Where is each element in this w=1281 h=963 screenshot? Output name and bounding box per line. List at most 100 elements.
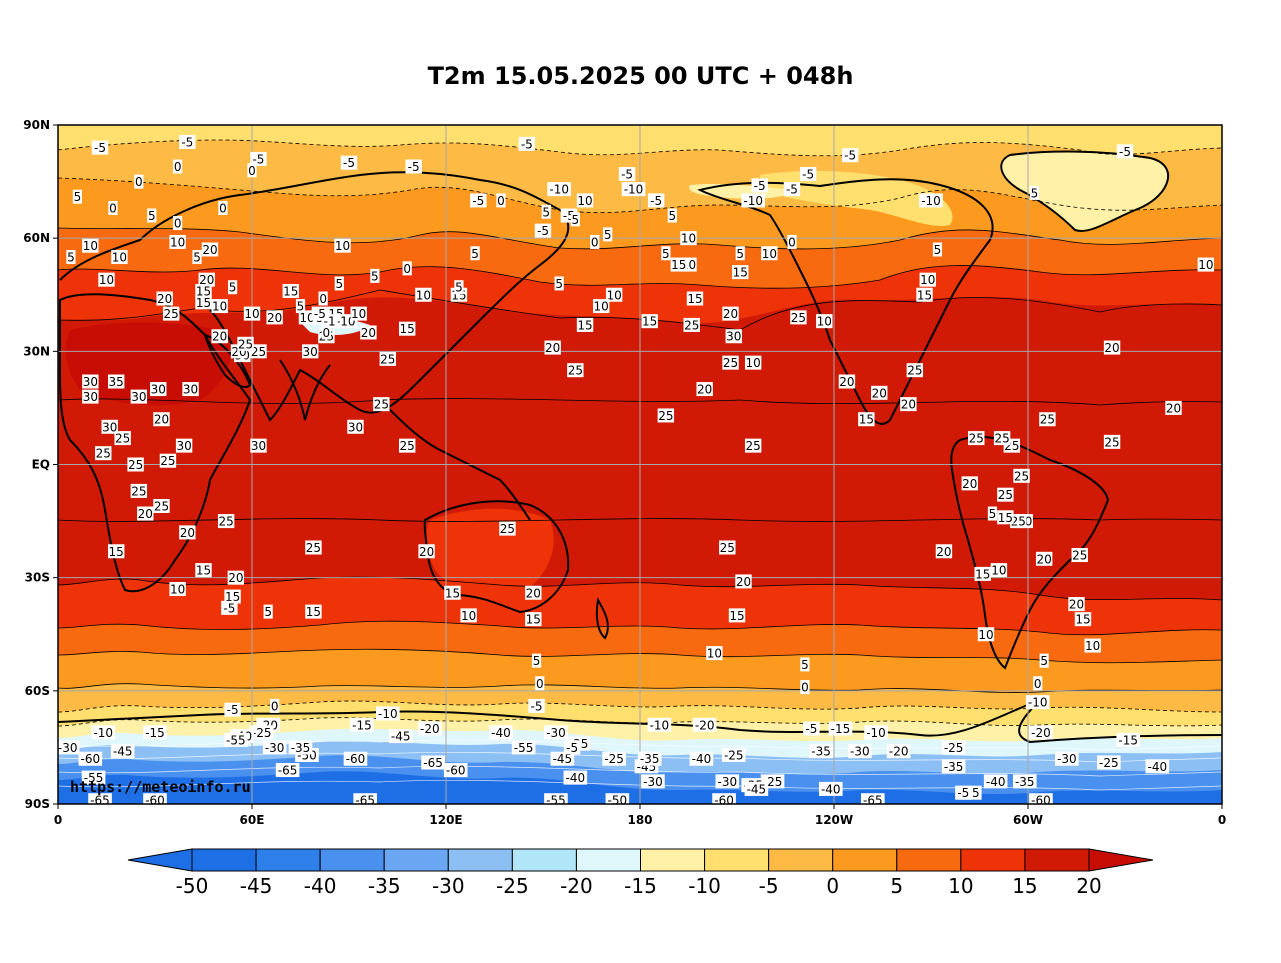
contour-label-bg (218, 200, 228, 215)
contour-label: 15 (525, 612, 542, 627)
contour-label: 15 (916, 287, 933, 302)
contour-label-text: 25 (723, 356, 738, 370)
contour-label: -25 (721, 747, 746, 762)
contour-label: -5 (751, 178, 768, 193)
contour-label: 20 (266, 310, 283, 325)
contour-label: -15 (143, 725, 167, 740)
contour-label: 20 (137, 506, 154, 521)
contour-label-bg (715, 774, 740, 789)
contour-label: -30 (715, 774, 740, 789)
contour-label-bg (192, 250, 202, 265)
contour-label: 5 (147, 208, 157, 223)
contour-label-text: 20 (901, 398, 916, 412)
contour-label-text: 5 (801, 658, 809, 672)
contour-label-text: 15 (445, 586, 460, 600)
contour-label: -5 (518, 136, 536, 151)
contour-label: -30 (641, 774, 665, 789)
contour-label-bg (968, 431, 985, 446)
contour-label: 5 (531, 653, 542, 668)
contour-label-text: -30 (265, 741, 285, 755)
contour-label-bg (647, 193, 665, 208)
contour-label-bg (816, 314, 833, 329)
contour-label: 20 (201, 242, 219, 257)
colorbar-segment (768, 848, 834, 872)
colorbar-segment (832, 848, 898, 872)
contour-label-bg (990, 563, 1008, 578)
contour-label-bg (288, 740, 313, 755)
contour-label-text: 15 (526, 613, 541, 627)
lat-tick-label: 90N (23, 118, 50, 132)
contour-label-text: 10 (1085, 639, 1100, 653)
contour-label-text: -10 (650, 718, 670, 732)
contour-label-text: -20 (420, 722, 440, 736)
contour-label-bg (722, 355, 739, 370)
temperature-map[interactable]: -5 -5-5-5-5-5 -50050500-51051010101050-5-1… (56, 125, 1222, 808)
contour-label-bg (81, 770, 106, 785)
contour-label: 10 (82, 238, 99, 253)
contour-label-bg (496, 193, 506, 208)
contour-label: 20 (722, 306, 739, 321)
contour-label-bg (221, 600, 238, 615)
contour-label-text: 25 (128, 458, 143, 472)
contour-label-bg (58, 740, 80, 755)
contour-label-text: 10 (299, 311, 314, 325)
contour-label: 0 (535, 676, 545, 691)
contour-label: -60 (712, 793, 736, 804)
lat-tick-label: 60N (23, 231, 50, 245)
contour-label-text: -25 (604, 752, 624, 766)
contour-label: 25 (130, 483, 148, 498)
contour-label-bg (511, 740, 536, 755)
contour-label-text: 25 (658, 409, 673, 423)
contour-label: -30 (262, 740, 287, 755)
contour-label-text: 5 (471, 247, 479, 261)
contour-label-text: -5 (531, 699, 543, 713)
contour-label-bg (305, 540, 322, 555)
contour-label: 20 (871, 385, 888, 400)
contour-label: 15 (305, 604, 322, 619)
contour-label-bg (211, 329, 228, 344)
contour-label: 0 (318, 291, 328, 306)
contour-label-bg (722, 306, 739, 321)
contour-label-bg (525, 585, 542, 600)
contour-label: 25 (790, 310, 807, 325)
contour-label: 0 (787, 234, 797, 249)
lon-tick-label: 0 (1218, 813, 1226, 827)
contour-label: 15 (732, 265, 749, 280)
contour-label-text: 35 (109, 375, 124, 389)
contour-label: 10 (816, 314, 833, 329)
contour-label-text: -5 (786, 183, 798, 197)
contour-label: 10 (334, 238, 351, 253)
contour-label-text: 20 (697, 383, 712, 397)
colorbar-tick-label: 20 (1076, 874, 1101, 898)
contour-label-text: 15 (671, 258, 686, 272)
contour-label-text: 10 (112, 251, 127, 265)
contour-label-bg (1116, 144, 1134, 159)
contour-label-text: 20 (199, 273, 214, 287)
colorbar-segment (447, 848, 513, 872)
contour-label-text: 25 (380, 352, 395, 366)
contour-label: 15 (444, 585, 461, 600)
contour-label-bg (266, 310, 283, 325)
contour-label-text: 20 (228, 571, 243, 585)
contour-label-text: 15 (577, 318, 592, 332)
contour-label-text: -65 (278, 764, 298, 778)
contour-label-text: 5 (229, 281, 237, 295)
contour-label: 15 (686, 291, 704, 306)
contour-label-bg (262, 740, 287, 755)
contour-label: 10 (593, 299, 610, 314)
colorbar-segment (960, 848, 1026, 872)
contour-label-bg (983, 774, 1008, 789)
contour-label-bg (489, 725, 513, 740)
contour-label-bg (143, 793, 167, 804)
contour-label-bg (460, 608, 477, 623)
contour-label-text: 15 (306, 605, 321, 619)
contour-label-bg (661, 246, 671, 261)
contour-label-bg (547, 182, 571, 197)
contour-label: 5 (334, 276, 344, 291)
contour-label-text: 20 (1069, 598, 1084, 612)
contour-label-bg (554, 276, 564, 291)
contour-label-bg (1071, 548, 1088, 563)
contour-label: -5 (955, 785, 972, 800)
lat-tick-label: EQ (32, 458, 50, 472)
contour-label: 15 (195, 563, 212, 578)
